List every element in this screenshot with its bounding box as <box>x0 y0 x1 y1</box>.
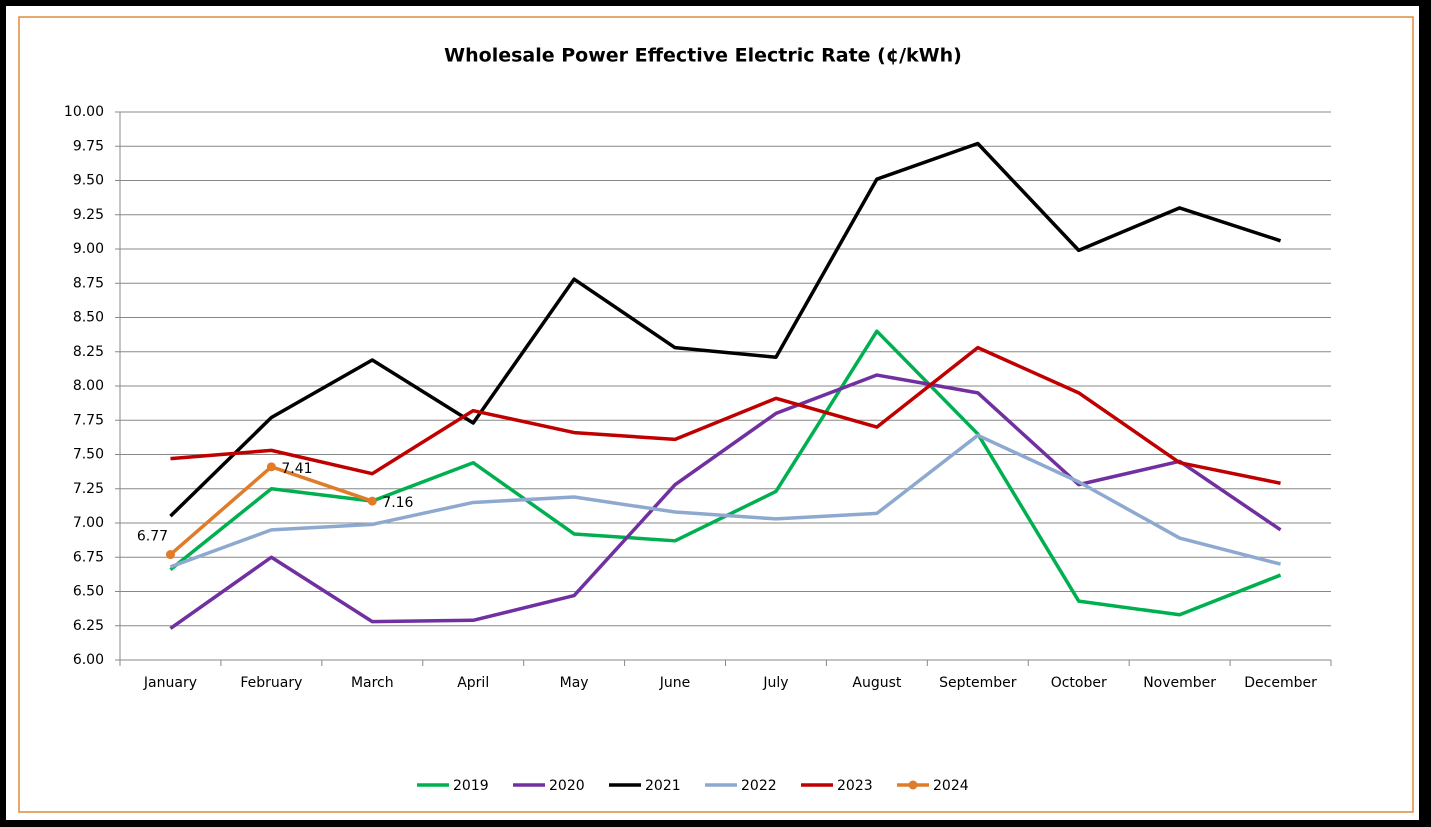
y-tick-label: 9.00 <box>73 241 104 257</box>
x-tick-label: November <box>1143 675 1216 691</box>
x-tick-label: June <box>659 675 691 691</box>
y-tick-label: 7.00 <box>73 515 104 531</box>
y-tick-label: 9.75 <box>73 138 104 154</box>
y-tick-label: 8.25 <box>73 344 104 360</box>
x-tick-label: April <box>457 675 489 691</box>
y-tick-label: 6.75 <box>73 549 104 565</box>
y-tick-label: 7.50 <box>73 447 104 463</box>
y-tick-label: 6.50 <box>73 584 104 600</box>
point-marker <box>165 550 175 560</box>
x-tick-label: February <box>240 675 302 691</box>
point-marker <box>266 462 276 472</box>
data-label: 7.41 <box>281 461 312 477</box>
x-tick-label: January <box>143 675 197 691</box>
legend-label: 2020 <box>549 778 585 794</box>
y-tick-label: 8.75 <box>73 275 104 291</box>
x-tick-label: October <box>1051 675 1107 691</box>
x-tick-label: July <box>762 675 788 691</box>
data-label: 6.77 <box>137 529 168 545</box>
series-line <box>169 141 1282 518</box>
point-marker <box>367 496 377 506</box>
legend-label: 2022 <box>741 778 777 794</box>
legend-label: 2023 <box>837 778 873 794</box>
y-tick-label: 8.00 <box>73 378 104 394</box>
y-tick-label: 9.25 <box>73 207 104 223</box>
series-line <box>169 433 1281 569</box>
x-tick-label: May <box>560 675 589 691</box>
x-tick-label: December <box>1244 675 1317 691</box>
legend-label: 2024 <box>933 778 969 794</box>
legend-label: 2021 <box>645 778 681 794</box>
legend-marker <box>908 780 918 790</box>
series-line <box>170 345 1281 485</box>
canvas <box>6 6 1419 820</box>
legend-label: 2019 <box>453 778 489 794</box>
x-tick-label: September <box>939 675 1017 691</box>
y-tick-label: 6.00 <box>73 652 104 668</box>
y-tick-label: 6.25 <box>73 618 104 634</box>
x-tick-label: March <box>351 675 394 691</box>
y-tick-label: 10.00 <box>64 104 104 120</box>
series-line <box>169 373 1282 630</box>
chart-title: Wholesale Power Effective Electric Rate … <box>444 45 962 67</box>
x-tick-label: August <box>852 675 902 691</box>
y-tick-label: 7.75 <box>73 412 104 428</box>
data-label: 7.16 <box>382 495 413 511</box>
chart-border <box>18 16 1414 813</box>
y-tick-label: 9.50 <box>73 173 104 189</box>
y-tick-label: 7.25 <box>73 481 104 497</box>
y-tick-label: 8.50 <box>73 310 104 326</box>
